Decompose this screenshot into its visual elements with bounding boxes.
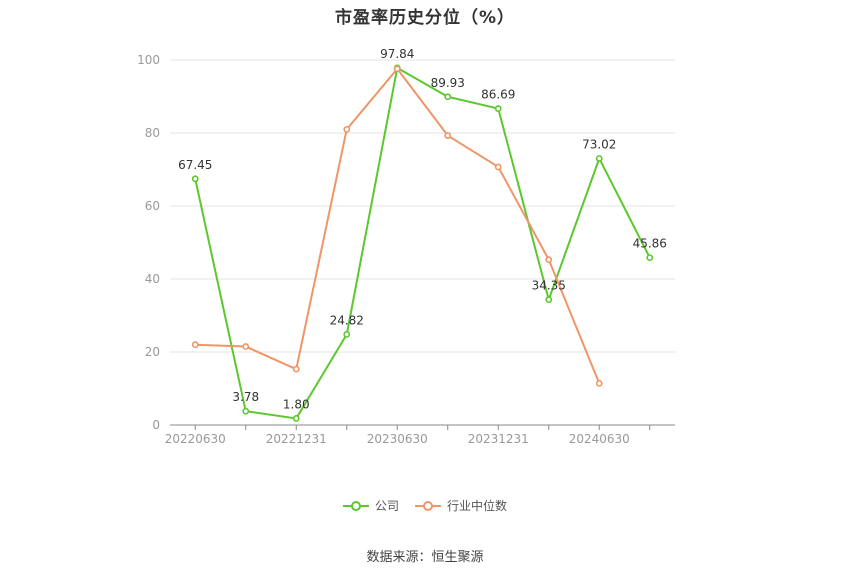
axes: 0 20 40 60 80 100 20220630 20221231 20230630 2023… xyxy=(137,53,675,446)
data-point xyxy=(191,175,199,183)
legend-line-icon xyxy=(342,500,369,511)
data-label: 24.82 xyxy=(330,313,364,327)
data-point xyxy=(191,341,199,349)
x-tick-label: 20221231 xyxy=(266,432,327,446)
legend-item-industry[interactable]: 行业中位数 xyxy=(415,497,507,514)
grid-lines xyxy=(170,59,675,353)
data-point xyxy=(343,125,351,133)
y-tick-label: 60 xyxy=(145,199,160,213)
data-label: 67.45 xyxy=(178,158,212,172)
legend-line-icon xyxy=(415,500,441,511)
y-tick-label: 100 xyxy=(137,53,160,67)
data-point xyxy=(343,331,351,338)
data-point xyxy=(242,407,250,415)
x-tick-label: 20240630 xyxy=(569,432,630,446)
data-point xyxy=(494,105,502,112)
data-point xyxy=(292,365,300,373)
data-label: 45.86 xyxy=(633,237,667,251)
legend-item-company[interactable]: 公司 xyxy=(342,497,399,514)
series-lines xyxy=(191,64,654,422)
legend-label-company: 公司 xyxy=(374,499,399,513)
data-point xyxy=(595,155,603,162)
data-point xyxy=(545,296,553,304)
legend: 公司 行业中位数 xyxy=(0,497,850,514)
legend-label-industry: 行业中位数 xyxy=(447,499,508,513)
data-label: 97.84 xyxy=(380,47,414,61)
data-label: 89.93 xyxy=(431,76,465,90)
data-label: 73.02 xyxy=(582,137,616,151)
x-tick-label: 20220630 xyxy=(165,432,226,446)
data-label: 3.78 xyxy=(232,390,259,404)
data-label: 1.80 xyxy=(283,397,310,411)
chart-title: 市盈率历史分位（%） xyxy=(334,8,516,28)
series-line-1 xyxy=(195,67,601,384)
data-point xyxy=(292,415,300,422)
y-tick-label: 0 xyxy=(152,418,160,432)
data-source-note: 数据来源：恒生聚源 xyxy=(366,550,484,565)
data-label: 34.35 xyxy=(532,279,566,293)
y-tick-label: 20 xyxy=(145,345,160,359)
data-labels: 67.45 3.78 1.80 24.82 97.84 89.93 86.69 34.35 73… xyxy=(178,47,667,412)
data-point xyxy=(646,254,654,262)
y-tick-label: 80 xyxy=(145,126,160,140)
data-point xyxy=(444,132,452,139)
data-point xyxy=(494,163,502,171)
data-point xyxy=(444,93,452,101)
data-point xyxy=(242,343,250,350)
data-point xyxy=(393,65,401,73)
data-point xyxy=(595,379,603,387)
data-point xyxy=(545,256,553,264)
x-tick-label: 20231231 xyxy=(468,432,529,446)
series-line-0 xyxy=(194,66,651,420)
x-tick-label: 20230630 xyxy=(367,432,428,446)
y-tick-label: 40 xyxy=(145,272,160,286)
data-label: 86.69 xyxy=(481,88,515,102)
